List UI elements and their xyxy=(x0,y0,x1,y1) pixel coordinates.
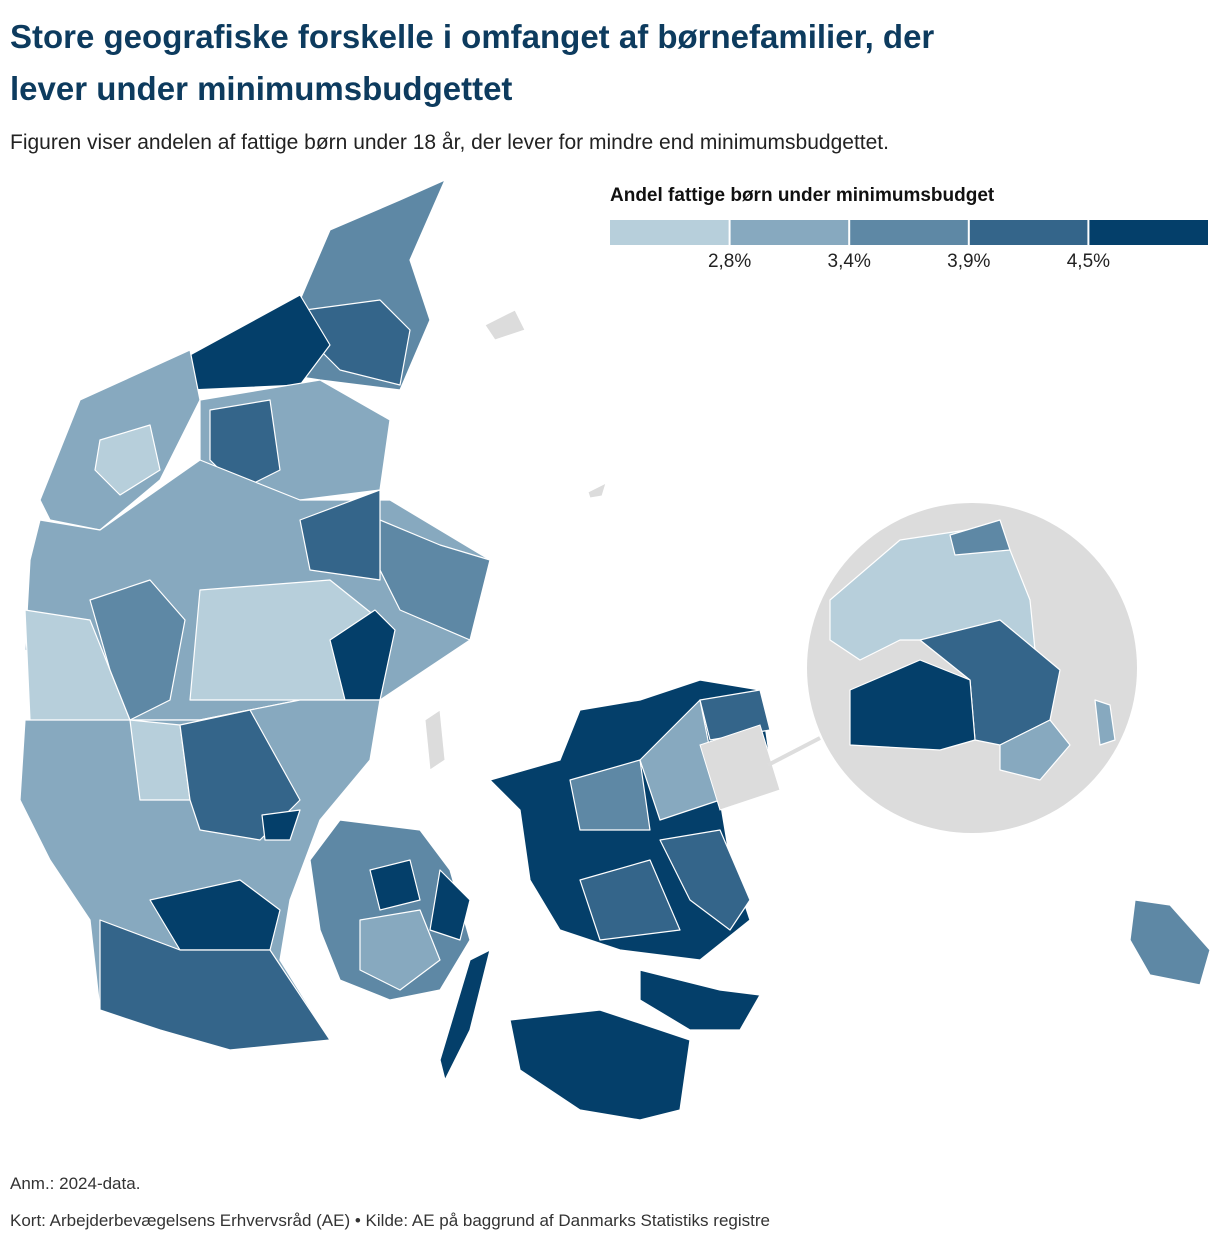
title: lever under minimumsbudgettet xyxy=(10,70,512,107)
region xyxy=(369,859,421,911)
region xyxy=(509,1009,691,1121)
legend-swatch xyxy=(729,220,850,245)
subtitle: Figuren viser andelen af fattige børn un… xyxy=(10,131,889,154)
region xyxy=(999,719,1071,781)
region xyxy=(359,909,441,991)
map xyxy=(19,179,1211,1121)
legend-swatch xyxy=(968,220,1089,245)
region xyxy=(569,759,651,831)
legend-tick-label: 3,9% xyxy=(947,251,990,272)
note: Anm.: 2024-data. xyxy=(10,1174,140,1193)
island xyxy=(587,482,607,499)
inset-connector xyxy=(767,736,821,767)
region xyxy=(429,869,471,941)
title: Store geografiske forskelle i omfanget a… xyxy=(10,18,934,55)
island xyxy=(424,709,446,771)
legend-title: Andel fattige børn under minimumsbudget xyxy=(610,185,995,206)
region xyxy=(949,519,1011,556)
region xyxy=(99,919,331,1051)
region xyxy=(89,579,186,721)
region xyxy=(149,879,281,951)
legend-tick-label: 4,5% xyxy=(1067,251,1110,272)
legend-tick-label: 2,8% xyxy=(708,251,751,272)
region xyxy=(299,489,381,581)
region xyxy=(329,609,396,701)
legend-swatch xyxy=(849,220,969,245)
legend: 2,8% 3,4% 3,9% 4,5% xyxy=(610,220,1208,272)
region xyxy=(659,829,751,931)
legend-tick-label: 3,4% xyxy=(828,251,871,272)
region xyxy=(179,709,301,841)
legend-swatch xyxy=(1088,220,1208,245)
region xyxy=(1094,699,1116,746)
region xyxy=(849,659,976,751)
region xyxy=(439,949,491,1081)
region-outside xyxy=(699,724,781,811)
region xyxy=(209,399,281,491)
region xyxy=(639,969,761,1031)
region xyxy=(579,859,681,941)
source: Kort: Arbejderbevægelsens Erhvervsråd (A… xyxy=(10,1211,770,1230)
region xyxy=(1129,899,1211,986)
region xyxy=(94,424,161,496)
island xyxy=(484,309,526,341)
region xyxy=(261,809,301,841)
legend-swatch xyxy=(610,220,730,245)
